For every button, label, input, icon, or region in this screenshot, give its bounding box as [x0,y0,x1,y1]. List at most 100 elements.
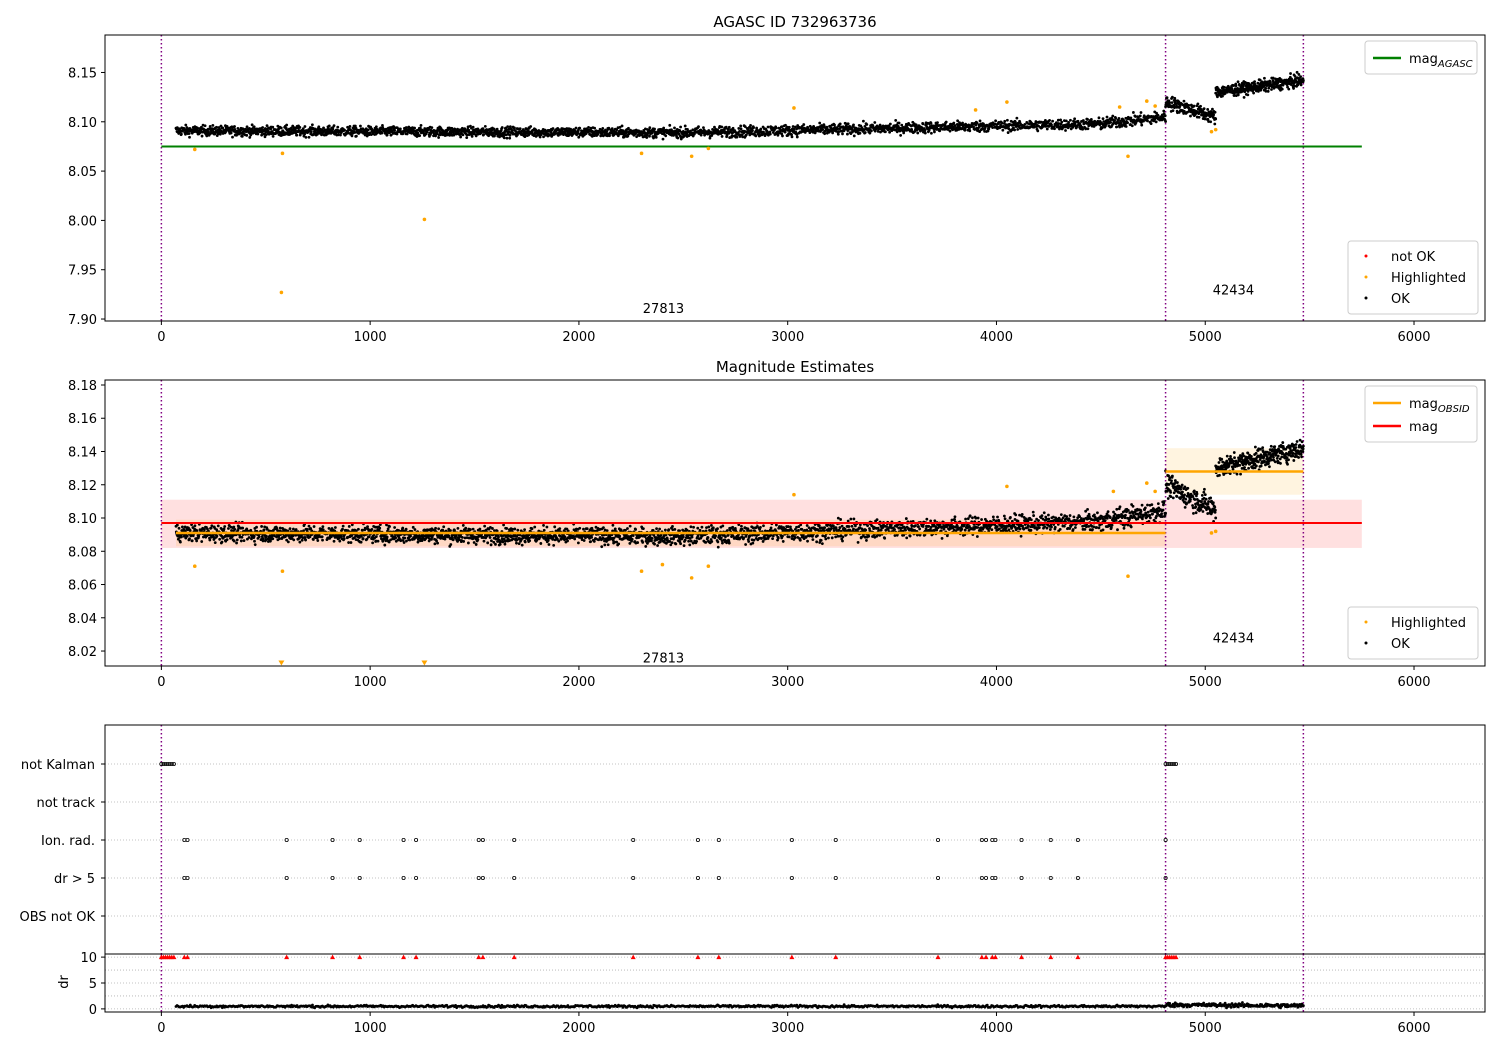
ok-point [1266,89,1270,93]
ok-point [354,126,358,130]
ok-point [754,134,758,138]
ok-point [952,121,956,125]
ok-point [240,134,244,138]
agasc-legend-label: Highlighted [1391,271,1466,286]
ok-point [193,524,197,528]
ok-point [480,130,484,133]
magnitude-panel-title: Magnitude Estimates [716,358,874,376]
ok-point [1214,117,1218,121]
ok-point [553,525,557,529]
ok-point [697,125,700,129]
ok-point [601,536,605,540]
ok-point [271,537,275,541]
ok-point [721,541,724,545]
agasc-xtick-label: 5000 [1189,330,1222,345]
ok-point [482,539,486,543]
highlighted-point [192,147,197,152]
highlighted-point [973,108,978,112]
ok-point [200,134,204,138]
ok-point [341,524,345,528]
ok-point [628,524,632,528]
ok-point [260,525,264,528]
ok-point [449,543,453,546]
ok-point [359,124,362,128]
ok-point [257,535,261,539]
ok-point [385,535,389,539]
ok-point [608,134,611,138]
ok-point [873,121,877,124]
ok-point [232,539,236,543]
ok-point [227,527,230,530]
ok-point [286,540,290,544]
ok-point [482,133,486,136]
ok-point [233,125,236,128]
ok-point [321,538,324,542]
ok-point [1048,119,1051,122]
ok-point [692,525,695,529]
highlighted-point [639,151,644,156]
ok-point [503,542,507,546]
ok-point [735,135,739,139]
ok-point [327,526,331,530]
ok-point [288,527,292,531]
ok-point [471,527,475,531]
ok-point [888,130,892,134]
ok-point [348,125,352,128]
ok-point [884,130,887,134]
ok-point [393,128,397,132]
agasc-ytick-label: 8.05 [68,165,97,180]
agasc-legend-label: not OK [1391,250,1436,265]
ok-point [232,525,236,529]
highlighted-point [1126,154,1130,159]
ok-point [385,133,389,137]
ok-point [1064,129,1067,132]
ok-point [416,540,420,544]
ok-point [865,123,869,126]
ok-point [295,133,299,137]
agasc-ytick-label: 7.95 [68,264,97,279]
ok-point [606,543,610,547]
ok-point [393,526,397,529]
ok-point [425,130,429,134]
ok-point [213,541,217,545]
ok-point [725,529,729,532]
ok-point [472,541,476,544]
ok-point [517,542,521,546]
ok-point [674,542,678,546]
highlighted-point [1005,100,1009,104]
ok-point [442,525,446,529]
ok-point [478,527,482,531]
ok-point [461,133,465,137]
ok-point [185,534,189,538]
ok-point [179,535,183,539]
ok-point [752,126,755,130]
ok-point [418,134,422,138]
ok-point [1140,123,1144,127]
ok-point [229,131,233,135]
ok-point [714,534,718,538]
ok-point [542,524,545,527]
ok-point [1162,109,1166,113]
ok-point [605,529,609,533]
ok-point [241,526,245,530]
ok-point [303,132,306,136]
ok-point [303,125,307,128]
ok-point [316,539,320,542]
ok-point [459,135,463,139]
ok-point [501,540,505,544]
ok-point [661,137,665,141]
agasc-ytick-label: 8.00 [68,214,97,229]
ok-point [547,543,551,546]
agasc-legend-subscript: AGASC [1437,59,1473,70]
ok-point [466,541,470,545]
ok-point [600,545,604,549]
ok-point [611,523,615,527]
ok-point [1189,114,1192,118]
ok-point [664,134,668,138]
ok-point [833,123,836,127]
ok-point [603,543,607,547]
ok-point [585,527,589,531]
ok-point [307,135,311,139]
ok-point [1131,111,1135,114]
ok-point [1001,128,1005,132]
